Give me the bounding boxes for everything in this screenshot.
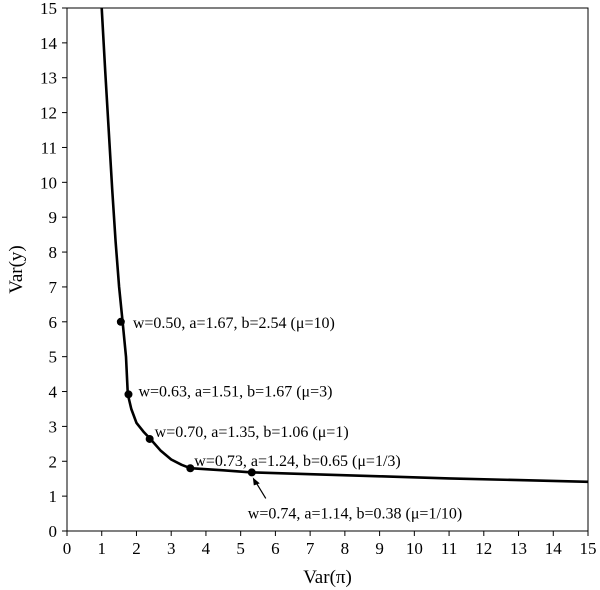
y-tick-label: 14 [40,34,58,53]
y-tick-label: 11 [41,138,57,157]
data-point [124,390,133,399]
y-tick-label: 4 [49,383,58,402]
x-tick-label: 1 [97,539,106,558]
y-tick-label: 5 [49,348,58,367]
x-tick-label: 4 [202,539,211,558]
data-point-label: w=0.63, a=1.51, b=1.67 (μ=3) [138,383,332,400]
x-tick-label: 14 [545,539,563,558]
x-tick-label: 2 [132,539,141,558]
x-tick-label: 13 [510,539,527,558]
x-tick-label: 10 [406,539,423,558]
y-tick-label: 1 [49,487,58,506]
data-point [145,434,154,443]
series-layer [100,7,589,484]
x-tick-label: 7 [306,539,315,558]
y-tick-label: 0 [49,522,58,541]
point-labels: w=0.50, a=1.67, b=2.54 (μ=10) w=0.63, a=1… [133,315,462,523]
y-tick-label: 3 [49,417,58,436]
axis-ticks: 0 1 2 3 4 5 6 7 8 9 10 11 12 13 14 15012345678910111213… [40,0,597,558]
y-tick-label: 6 [49,313,58,332]
plot-border [66,7,589,532]
y-tick-label: 15 [40,0,57,18]
y-tick-label: 7 [49,278,58,297]
y-tick-label: 12 [40,104,57,123]
x-tick-label: 12 [475,539,492,558]
data-point-label: w=0.50, a=1.67, b=2.54 (μ=10) [133,315,335,332]
x-axis-title: Var(π) [303,567,352,588]
annotation-arrow-head [252,477,260,486]
x-tick-label: 3 [167,539,176,558]
x-tick-label: 9 [375,539,384,558]
plot-area [66,7,589,532]
data-point-label: w=0.70, a=1.35, b=1.06 (μ=1) [155,424,349,441]
y-tick-label: 10 [40,173,57,192]
y-tick-label: 13 [40,69,57,88]
x-tick-label: 15 [580,539,597,558]
x-tick-label: 0 [63,539,72,558]
x-tick-label: 6 [271,539,280,558]
y-tick-label: 9 [49,208,58,227]
frontier-line [100,7,589,484]
y-tick-label: 8 [49,243,58,262]
point-markers [116,317,256,477]
x-tick-label: 8 [341,539,350,558]
x-tick-label: 11 [441,539,457,558]
data-point [116,317,125,326]
data-point-label: w=0.74, a=1.14, b=0.38 (μ=1/10) [248,505,462,522]
data-point-label: w=0.73, a=1.24, b=0.65 (μ=1/3) [194,453,400,470]
x-tick-label: 5 [236,539,245,558]
y-tick-label: 2 [49,452,58,471]
data-point [186,464,195,473]
data-point [247,468,256,477]
y-axis-title: Var(y) [6,245,27,294]
